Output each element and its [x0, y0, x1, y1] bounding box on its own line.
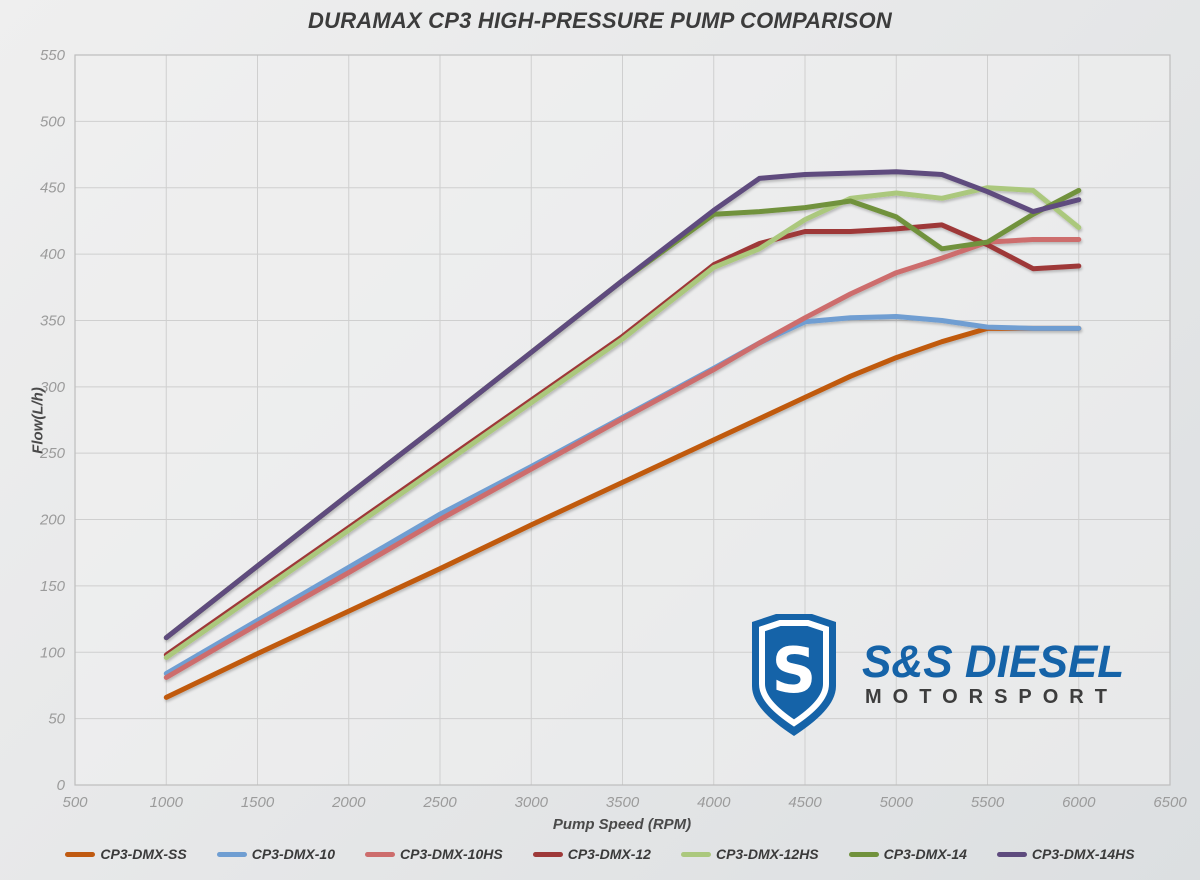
legend-swatch	[365, 851, 395, 857]
x-tick-label: 2500	[422, 794, 457, 811]
y-tick-label: 50	[48, 711, 65, 728]
legend-label: CP3-DMX-12	[567, 846, 651, 862]
chart-title: DURAMAX CP3 HIGH-PRESSURE PUMP COMPARISO…	[308, 8, 892, 33]
y-tick-label: 400	[40, 246, 66, 263]
y-tick-label: 300	[40, 379, 66, 396]
legend-item-cp3-dmx-ss: CP3-DMX-SS	[65, 846, 187, 862]
legend-item-cp3-dmx-10hs: CP3-DMX-10HS	[365, 846, 503, 862]
x-tick-label: 2000	[331, 794, 366, 811]
legend-swatch	[996, 851, 1027, 857]
legend-label: CP3-DMX-10HS	[400, 846, 503, 862]
brand-logo: S S&S DIESEL MOTORSPORT	[742, 610, 1142, 740]
chart-legend: CP3-DMX-SS CP3-DMX-10 CP3-DMX-10HS CP3-DMX-…	[0, 846, 1200, 862]
series-line-cp3-dmx-10hs	[163, 237, 1082, 680]
x-tick-label: 6500	[1153, 794, 1187, 811]
legend-label: CP3-DMX-14HS	[1031, 846, 1135, 862]
series-line-cp3-dmx-ss	[163, 325, 1082, 700]
x-tick-label: 4500	[788, 794, 822, 811]
series-line-cp3-dmx-14hs	[163, 169, 1082, 641]
shield-letter-s: S	[772, 634, 817, 707]
legend-label: CP3-DMX-SS	[100, 846, 187, 862]
legend-label: CP3-DMX-10	[251, 846, 335, 862]
legend-swatch	[532, 851, 563, 857]
legend-label: CP3-DMX-12HS	[715, 846, 819, 862]
legend-item-cp3-dmx-12hs: CP3-DMX-12HS	[680, 846, 819, 862]
shield-monogram-icon: S	[752, 614, 836, 736]
legend-swatch	[848, 851, 879, 857]
brand-subtitle: MOTORSPORT	[865, 686, 1118, 708]
x-tick-label: 1000	[150, 794, 184, 811]
plot-border	[74, 54, 1171, 786]
legend-item-cp3-dmx-12: CP3-DMX-12	[532, 846, 651, 862]
x-tick-label: 6000	[1062, 794, 1096, 811]
legend-item-cp3-dmx-14: CP3-DMX-14	[848, 846, 967, 862]
legend-swatch	[65, 851, 96, 857]
legend-swatch	[216, 851, 247, 857]
legend-item-cp3-dmx-14hs: CP3-DMX-14HS	[996, 846, 1135, 862]
x-tick-label: 4000	[697, 794, 731, 811]
y-tick-label: 350	[40, 312, 66, 329]
x-axis-label: Pump Speed (RPM)	[552, 816, 692, 833]
y-tick-label: 0	[57, 777, 66, 794]
y-tick-label: 200	[39, 512, 66, 529]
brand-name: S&S DIESEL	[862, 636, 1125, 687]
legend-label: CP3-DMX-14	[883, 846, 967, 862]
legend-swatch	[680, 851, 711, 857]
y-axis-label: Flow(L/h)	[29, 387, 47, 454]
y-tick-label: 500	[40, 113, 66, 130]
legend-item-cp3-dmx-10: CP3-DMX-10	[216, 846, 335, 862]
series-line-cp3-dmx-12hs	[163, 185, 1082, 661]
x-tick-label: 500	[62, 794, 88, 811]
x-tick-label: 3500	[606, 794, 640, 811]
y-tick-label: 250	[39, 445, 66, 462]
x-tick-label: 5000	[880, 794, 914, 811]
tick-labels: 0 50 100 150 200 250 300 350 400 450 500 550 500 1000…	[39, 47, 1187, 811]
y-tick-label: 150	[40, 578, 66, 595]
x-tick-label: 1500	[241, 794, 275, 811]
series-lines	[163, 169, 1082, 700]
y-tick-label: 450	[40, 180, 66, 197]
y-tick-label: 550	[40, 47, 66, 64]
x-tick-label: 3000	[515, 794, 549, 811]
brand-logo-text: S&S DIESEL MOTORSPORT	[862, 639, 1130, 711]
x-tick-label: 5500	[971, 794, 1005, 811]
y-tick-label: 100	[40, 644, 66, 661]
